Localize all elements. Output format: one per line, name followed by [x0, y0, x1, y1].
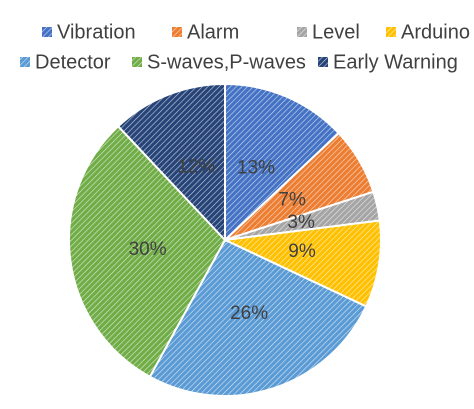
pie-slice: [224, 82, 341, 243]
legend-marker: [297, 27, 307, 37]
legend-label: S-waves,P-waves: [147, 51, 306, 73]
data-label: 3%: [287, 212, 315, 233]
data-label: 13%: [237, 157, 275, 178]
pie-slice: [68, 124, 227, 379]
data-label: 9%: [288, 241, 316, 262]
legend-marker: [132, 57, 142, 67]
legend-label: Alarm: [187, 21, 239, 43]
legend-marker: [386, 27, 396, 37]
data-label: 26%: [230, 303, 268, 324]
legend-label: Level: [312, 21, 360, 43]
legend-marker: [318, 57, 328, 67]
legend-marker: [20, 57, 30, 67]
legend-label: Vibration: [57, 21, 136, 43]
data-label: 7%: [278, 189, 306, 210]
legend-label: Detector: [35, 51, 111, 73]
legend-label: Arduino: [401, 21, 470, 43]
pie-slice: [116, 82, 226, 243]
legend-marker: [42, 27, 52, 37]
legend-label: Early Warning: [333, 51, 458, 73]
data-label: 12%: [177, 156, 215, 177]
data-label: 30%: [129, 239, 167, 260]
legend-marker: [172, 27, 182, 37]
pie-slice: [221, 219, 382, 308]
